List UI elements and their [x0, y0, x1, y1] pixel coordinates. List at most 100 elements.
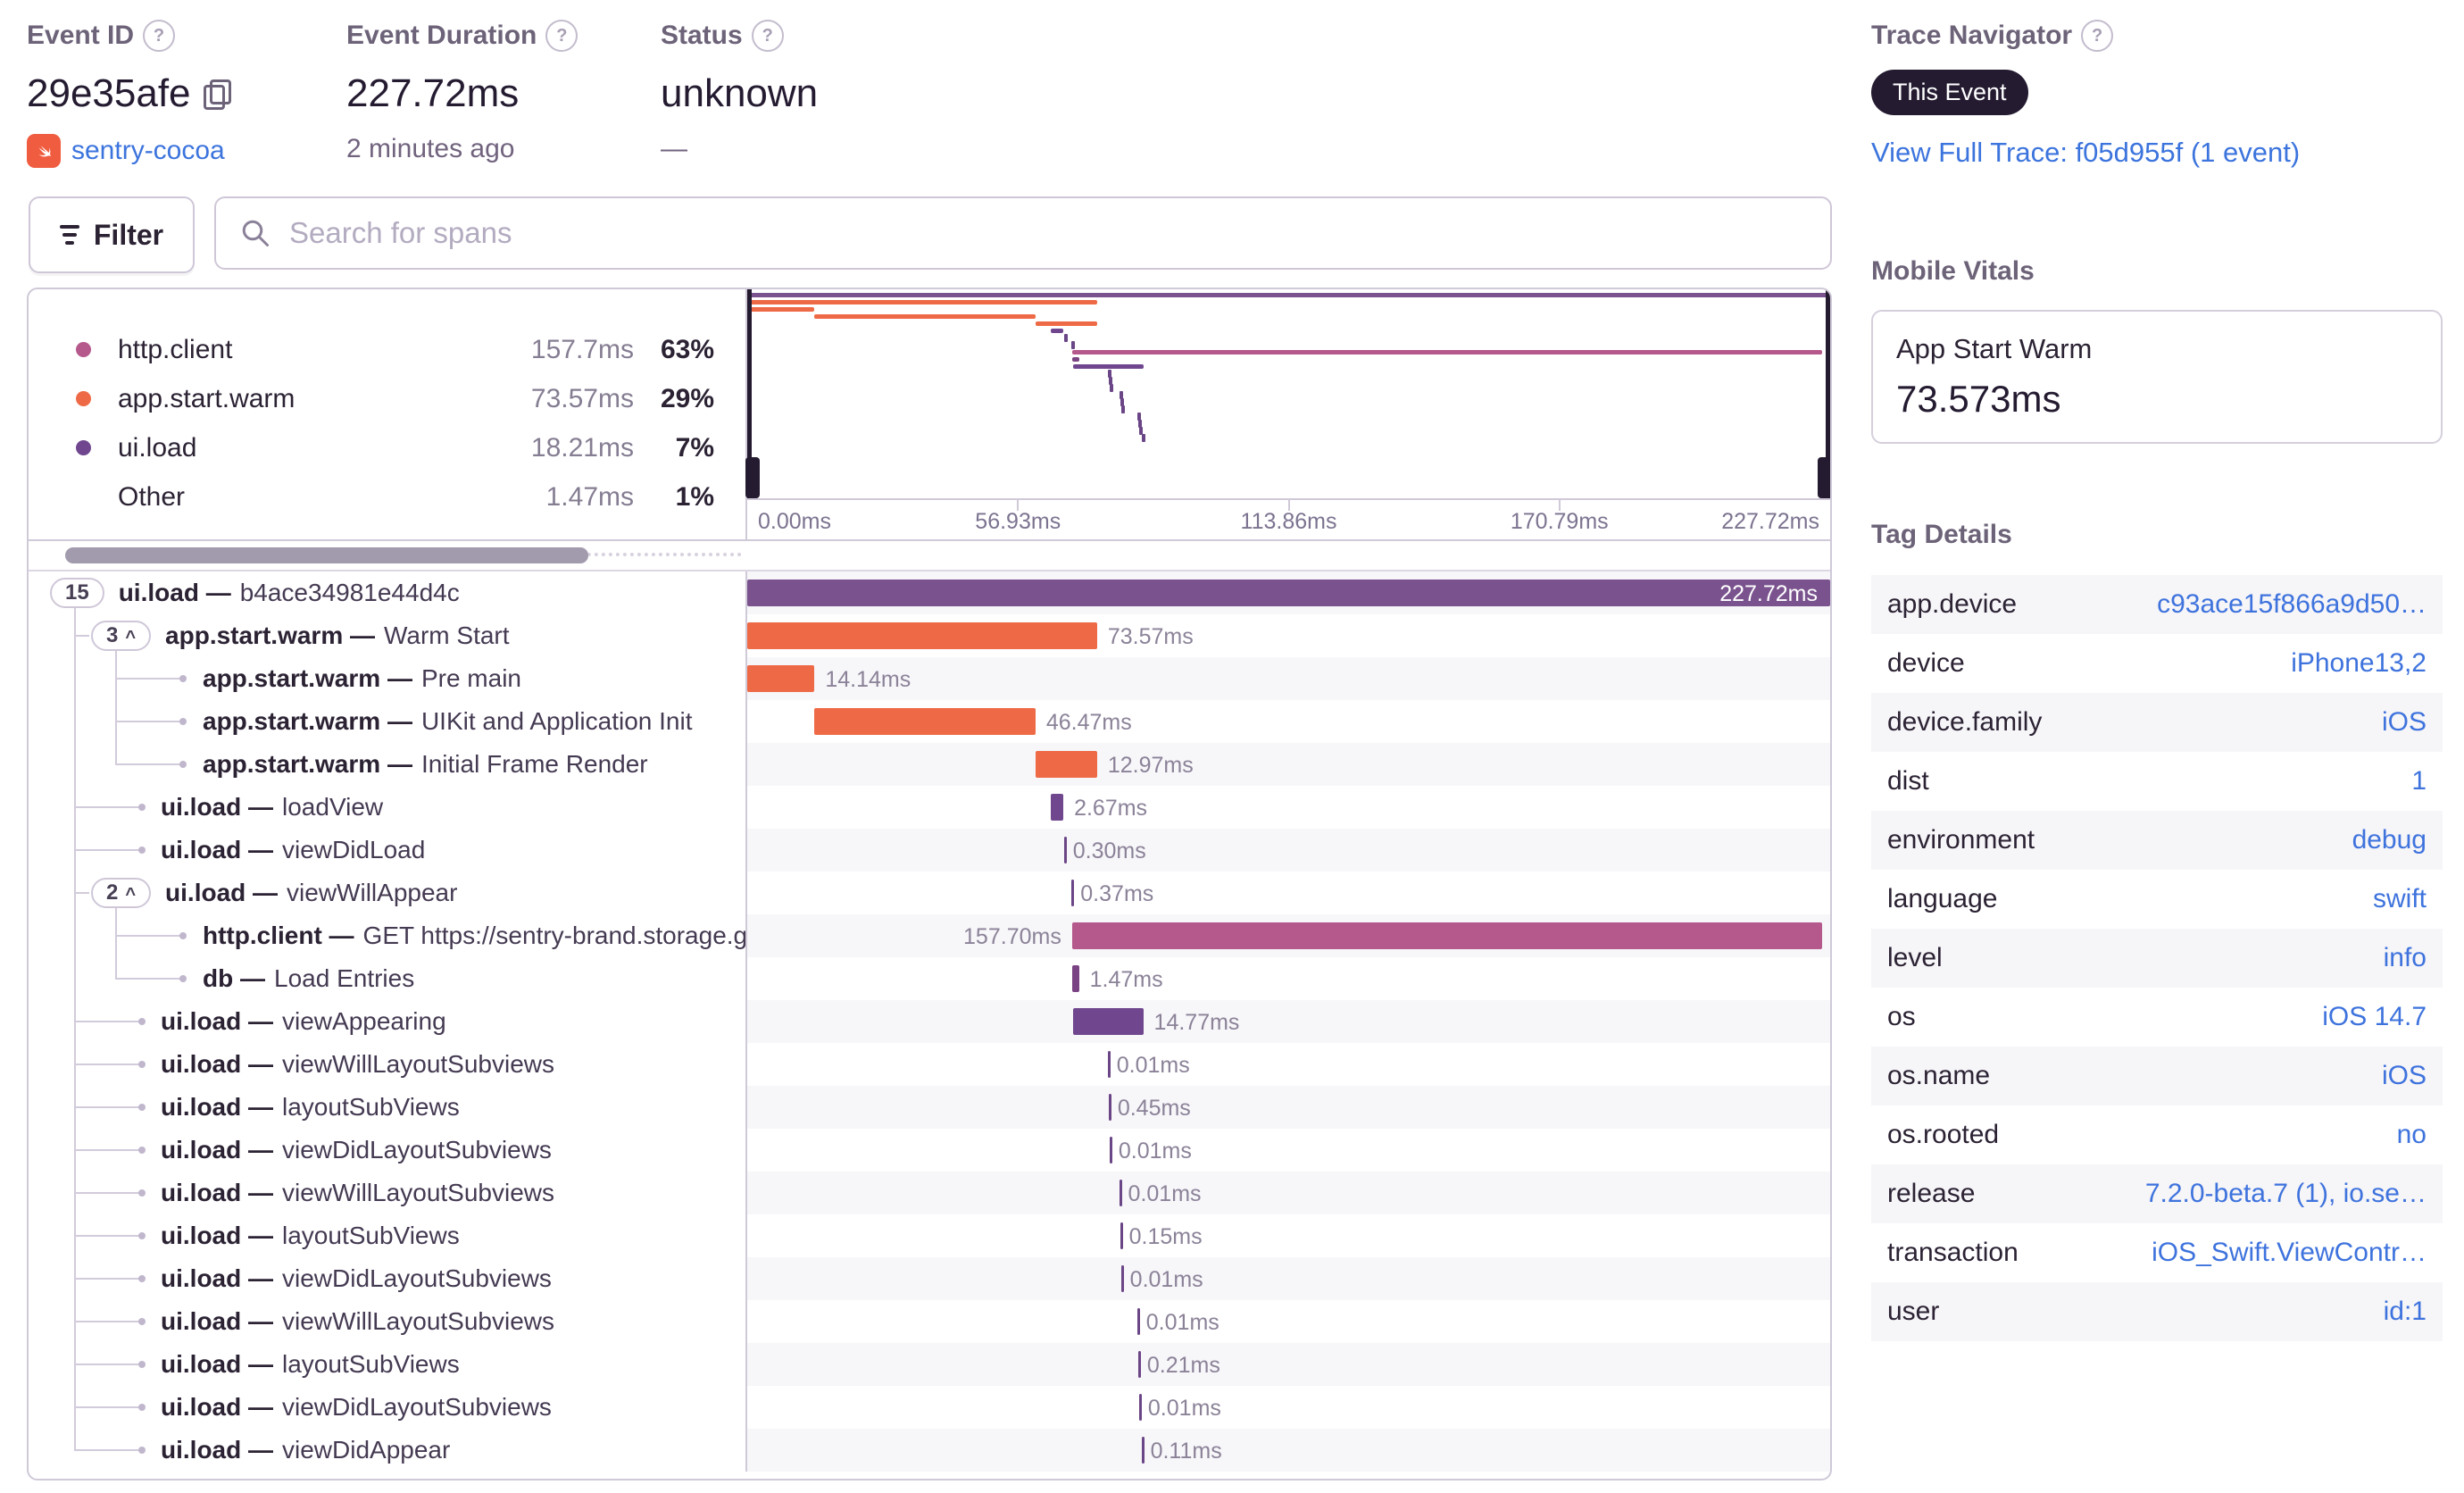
project-link[interactable]: sentry-cocoa [71, 136, 225, 165]
span-bar[interactable] [1072, 1008, 1144, 1035]
legend-row[interactable]: Other 1.47ms 1% [76, 472, 714, 521]
span-bar[interactable] [1107, 1051, 1111, 1078]
legend-row[interactable]: app.start.warm 73.57ms 29% [76, 374, 714, 423]
op-color-dot [76, 440, 91, 455]
minimap-left-drag-handle[interactable] [745, 289, 760, 498]
tag-value-link[interactable]: swift [2373, 884, 2427, 913]
scrollbar-thumb[interactable] [65, 547, 588, 563]
span-op: ui.load — [161, 1093, 273, 1121]
copy-icon[interactable] [203, 79, 231, 110]
span-bar[interactable] [1071, 965, 1079, 992]
mobile-vitals-title: Mobile Vitals [1871, 256, 2035, 286]
tag-key: dist [1887, 766, 1929, 796]
span-count-badge[interactable]: 2 ^ [91, 878, 152, 908]
span-bar[interactable] [814, 708, 1036, 735]
span-op: ui.load — [161, 1350, 273, 1378]
help-icon[interactable]: ? [143, 20, 176, 52]
span-bar[interactable] [1035, 751, 1097, 778]
legend-row[interactable]: ui.load 18.21ms 7% [76, 423, 714, 472]
span-row[interactable]: http.client — GET https://sentry-brand.st… [29, 914, 1830, 957]
search-icon [242, 220, 269, 246]
span-bar[interactable] [747, 580, 1830, 606]
span-duration-label: 46.47ms [1045, 710, 1132, 735]
tree-connector [74, 1106, 142, 1108]
op-percent: 29% [660, 383, 714, 413]
span-bar[interactable] [747, 622, 1097, 649]
tag-row: transaction iOS_Swift.ViewContr… [1871, 1223, 2443, 1282]
tree-connector-dot [138, 1232, 146, 1239]
filter-button[interactable]: Filter [29, 196, 195, 273]
tree-connector [74, 1406, 142, 1408]
span-row[interactable]: app.start.warm — Pre main 14.14ms [29, 657, 1830, 700]
tag-value-link[interactable]: iOS_Swift.ViewContr… [2152, 1238, 2427, 1267]
view-full-trace-link[interactable]: View Full Trace: f05d955f (1 event) [1871, 137, 2301, 168]
help-icon[interactable]: ? [545, 20, 579, 52]
span-bar[interactable] [1108, 1094, 1111, 1121]
help-icon[interactable]: ? [751, 20, 784, 52]
help-icon[interactable]: ? [2081, 20, 2114, 52]
span-bar[interactable] [1138, 1394, 1142, 1421]
span-row[interactable]: 3 ^ app.start.warm — Warm Start 73.57ms [29, 614, 1830, 657]
span-bar[interactable] [1063, 837, 1067, 863]
app-start-warm-card[interactable]: App Start Warm 73.573ms [1871, 310, 2443, 444]
tag-value-link[interactable]: info [2383, 943, 2427, 972]
span-bar[interactable] [1136, 1308, 1140, 1335]
span-bar[interactable] [747, 665, 815, 692]
span-row[interactable]: ui.load — viewDidLayoutSubviews 0.01ms [29, 1129, 1830, 1172]
span-row[interactable]: ui.load — viewAppearing 14.77ms [29, 1000, 1830, 1043]
span-op: ui.load — [161, 1136, 273, 1164]
span-row[interactable]: 2 ^ ui.load — viewWillAppear 0.37ms [29, 872, 1830, 914]
span-count-badge[interactable]: 15 [50, 578, 104, 608]
trace-minimap[interactable]: 0.00ms 56.93ms 113.86ms 170.79ms 227.72ms [745, 289, 1830, 539]
tag-value-link[interactable]: 1 [2411, 766, 2427, 796]
span-count-badge[interactable]: 3 ^ [91, 621, 152, 651]
span-row[interactable]: ui.load — loadView 2.67ms [29, 786, 1830, 829]
span-bar[interactable] [1120, 1265, 1124, 1292]
tag-value-link[interactable]: debug [2352, 825, 2427, 855]
span-bar[interactable] [1120, 1222, 1123, 1249]
span-duration-label: 14.14ms [825, 667, 912, 692]
span-tree-cell: 3 ^ app.start.warm — Warm Start [29, 614, 747, 657]
span-row[interactable]: db — Load Entries 1.47ms [29, 957, 1830, 1000]
tag-value-link[interactable]: iOS 14.7 [2322, 1002, 2427, 1031]
tag-value-link[interactable]: iOS [2381, 707, 2427, 737]
tag-value-link[interactable]: iOS [2381, 1061, 2427, 1090]
span-row[interactable]: ui.load — viewDidAppear 0.11ms [29, 1429, 1830, 1472]
span-bar[interactable] [1050, 794, 1064, 821]
tag-value-link[interactable]: iPhone13,2 [2291, 648, 2427, 678]
legend-row[interactable]: http.client 157.7ms 63% [76, 325, 714, 374]
event-id-label-text: Event ID [27, 21, 135, 50]
tag-row: user id:1 [1871, 1282, 2443, 1341]
span-row[interactable]: app.start.warm — Initial Frame Render 12.9… [29, 743, 1830, 786]
minimap-right-drag-handle[interactable] [1818, 289, 1830, 498]
span-row[interactable]: ui.load — layoutSubViews 0.45ms [29, 1086, 1830, 1129]
tree-connector [74, 849, 142, 851]
span-row[interactable]: 15 ui.load — b4ace34981e44d4c 227.72ms [29, 571, 1830, 614]
tag-value-link[interactable]: c93ace15f866a9d50… [2157, 589, 2427, 619]
span-bar-cell: 12.97ms [747, 743, 1830, 786]
span-duration-label: 0.37ms [1080, 881, 1154, 906]
tree-connector [74, 1278, 142, 1280]
span-row[interactable]: ui.load — layoutSubViews 0.21ms [29, 1343, 1830, 1386]
tag-value-link[interactable]: no [2396, 1120, 2427, 1149]
tag-value-link[interactable]: 7.2.0-beta.7 (1), io.se… [2144, 1179, 2427, 1208]
span-row[interactable]: app.start.warm — UIKit and Application In… [29, 700, 1830, 743]
tree-connector [74, 1449, 142, 1451]
span-row[interactable]: ui.load — viewWillLayoutSubviews 0.01ms [29, 1043, 1830, 1086]
span-bar[interactable] [1071, 922, 1822, 949]
span-bar[interactable] [1071, 880, 1075, 906]
op-color-dot [76, 391, 91, 406]
span-row[interactable]: ui.load — viewDidLayoutSubviews 0.01ms [29, 1257, 1830, 1300]
search-input[interactable]: Search for spans [214, 196, 1832, 270]
span-bar[interactable] [1119, 1180, 1122, 1206]
span-bar[interactable] [1109, 1137, 1112, 1164]
tag-value-link[interactable]: id:1 [2383, 1297, 2427, 1326]
span-row[interactable]: ui.load — viewWillLayoutSubviews 0.01ms [29, 1300, 1830, 1343]
span-bar[interactable] [1141, 1437, 1145, 1464]
span-bar[interactable] [1137, 1351, 1141, 1378]
span-row[interactable]: ui.load — viewDidLoad 0.30ms [29, 829, 1830, 872]
span-row[interactable]: ui.load — viewWillLayoutSubviews 0.01ms [29, 1172, 1830, 1214]
span-row[interactable]: ui.load — viewDidLayoutSubviews 0.01ms [29, 1386, 1830, 1429]
span-row[interactable]: ui.load — layoutSubViews 0.15ms [29, 1214, 1830, 1257]
span-tree-cell: ui.load — viewAppearing [29, 1000, 747, 1043]
